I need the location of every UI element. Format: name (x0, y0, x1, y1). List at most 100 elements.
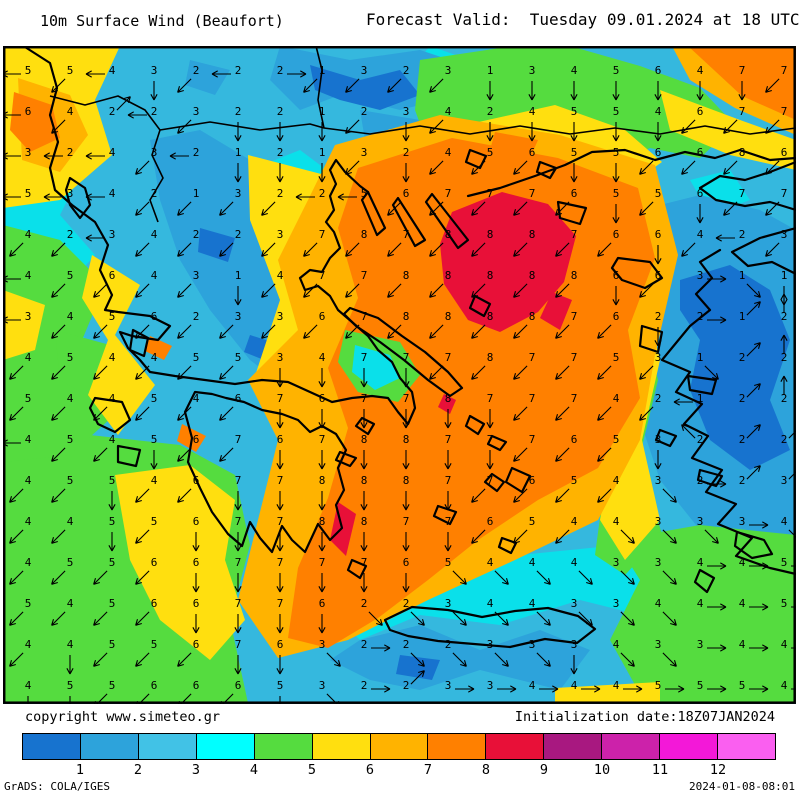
svg-text:7: 7 (571, 228, 578, 241)
svg-text:3: 3 (613, 597, 620, 610)
svg-text:6: 6 (193, 433, 200, 446)
svg-text:5: 5 (655, 187, 662, 200)
svg-text:8: 8 (529, 269, 536, 282)
svg-text:5: 5 (571, 146, 578, 159)
svg-text:2: 2 (487, 105, 494, 118)
svg-text:1: 1 (319, 105, 326, 118)
svg-text:4: 4 (697, 228, 704, 241)
svg-text:3: 3 (697, 638, 704, 651)
svg-text:7: 7 (235, 433, 242, 446)
svg-text:5: 5 (109, 556, 116, 569)
colorbar-tick-label: 5 (307, 762, 317, 778)
colorbar-segment (718, 734, 775, 759)
svg-text:2: 2 (445, 638, 452, 651)
svg-text:2: 2 (655, 392, 662, 405)
svg-text:7: 7 (319, 433, 326, 446)
svg-text:4: 4 (697, 64, 704, 77)
svg-text:4: 4 (613, 474, 620, 487)
wind-map: 5 5 4 3 2 2 2 1 3 2 3 1 3 4 5 6 4 7 7 6 4 2 2 3 2 2 1 2 3 4 2 4 5 5 4 6 7 7 3 2… (3, 46, 796, 704)
svg-text:6: 6 (487, 515, 494, 528)
svg-text:2: 2 (403, 146, 410, 159)
svg-text:3: 3 (445, 64, 452, 77)
field-regions (3, 46, 796, 704)
svg-text:3: 3 (235, 310, 242, 323)
svg-text:3: 3 (655, 556, 662, 569)
svg-text:4: 4 (25, 474, 32, 487)
svg-text:2: 2 (781, 351, 788, 364)
svg-text:7: 7 (445, 433, 452, 446)
svg-text:7: 7 (487, 187, 494, 200)
svg-text:6: 6 (109, 269, 116, 282)
svg-text:8: 8 (739, 146, 746, 159)
svg-text:5: 5 (235, 351, 242, 364)
svg-text:7: 7 (529, 433, 536, 446)
svg-text:5: 5 (109, 474, 116, 487)
svg-text:2: 2 (109, 105, 116, 118)
svg-text:6: 6 (151, 310, 158, 323)
svg-text:5: 5 (151, 638, 158, 651)
svg-text:6: 6 (571, 187, 578, 200)
svg-text:5: 5 (151, 433, 158, 446)
svg-text:6: 6 (193, 515, 200, 528)
page-title: 10m Surface Wind (Beaufort) (40, 12, 284, 30)
svg-text:6: 6 (655, 146, 662, 159)
svg-text:8: 8 (361, 474, 368, 487)
svg-text:4: 4 (781, 679, 788, 692)
svg-text:4: 4 (67, 597, 74, 610)
svg-text:4: 4 (67, 638, 74, 651)
svg-text:4: 4 (25, 679, 32, 692)
svg-text:8: 8 (487, 351, 494, 364)
svg-text:1: 1 (193, 187, 200, 200)
svg-text:7: 7 (403, 515, 410, 528)
svg-text:4: 4 (151, 351, 158, 364)
wind-field-svg (3, 46, 796, 704)
colorbar-segment (196, 734, 255, 759)
colorbar-segment (370, 734, 429, 759)
svg-text:4: 4 (25, 351, 32, 364)
svg-text:3: 3 (25, 146, 32, 159)
svg-text:6: 6 (193, 597, 200, 610)
svg-text:4: 4 (613, 515, 620, 528)
svg-text:3: 3 (235, 187, 242, 200)
colorbar-segment (138, 734, 197, 759)
colorbar-segment (486, 734, 545, 759)
svg-text:6: 6 (655, 64, 662, 77)
svg-text:4: 4 (529, 679, 536, 692)
svg-text:2: 2 (781, 310, 788, 323)
svg-text:3: 3 (655, 515, 662, 528)
svg-text:6: 6 (697, 105, 704, 118)
svg-text:2: 2 (361, 105, 368, 118)
svg-text:8: 8 (403, 310, 410, 323)
svg-text:4: 4 (67, 392, 74, 405)
svg-text:3: 3 (571, 597, 578, 610)
svg-text:7: 7 (361, 351, 368, 364)
svg-text:7: 7 (361, 556, 368, 569)
svg-text:3: 3 (67, 187, 74, 200)
svg-text:2: 2 (67, 228, 74, 241)
svg-text:1: 1 (739, 310, 746, 323)
svg-text:4: 4 (781, 638, 788, 651)
colorbar-tick-label: 7 (423, 762, 433, 778)
svg-text:4: 4 (67, 515, 74, 528)
svg-text:3: 3 (445, 679, 452, 692)
svg-text:6: 6 (235, 679, 242, 692)
svg-text:4: 4 (109, 392, 116, 405)
svg-text:7: 7 (445, 474, 452, 487)
svg-text:5: 5 (613, 146, 620, 159)
svg-text:3: 3 (655, 433, 662, 446)
colorbar-tick-label: 12 (709, 762, 727, 778)
svg-text:4: 4 (109, 433, 116, 446)
svg-text:4: 4 (571, 679, 578, 692)
svg-text:4: 4 (151, 474, 158, 487)
svg-text:4: 4 (109, 64, 116, 77)
svg-text:7: 7 (781, 64, 788, 77)
svg-text:6: 6 (319, 310, 326, 323)
svg-text:4: 4 (445, 105, 452, 118)
svg-text:5: 5 (67, 64, 74, 77)
svg-text:6: 6 (193, 679, 200, 692)
colorbar-labels: 1 2 3 4 5 6 7 8 9 10 11 12 (22, 762, 776, 780)
svg-text:7: 7 (361, 269, 368, 282)
svg-text:6: 6 (151, 556, 158, 569)
svg-text:2: 2 (361, 597, 368, 610)
svg-text:8: 8 (361, 433, 368, 446)
